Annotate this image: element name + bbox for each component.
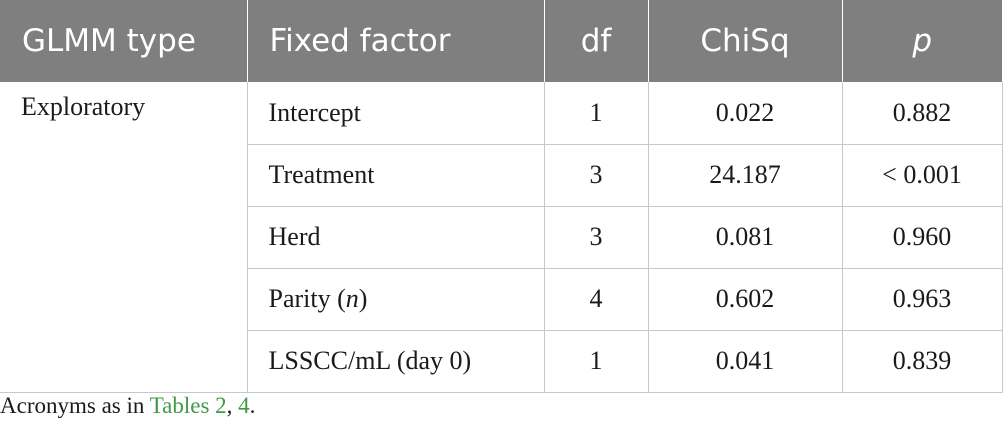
factor-text: Parity (	[268, 284, 346, 313]
table-row: LSSCC/mL (day 0) 1 0.041 0.839	[0, 330, 1003, 393]
df-cell: 1	[543, 330, 648, 393]
header-row: GLMM type Fixed factor df ChiSq p	[0, 0, 1002, 82]
factor-cell: Intercept	[246, 82, 544, 145]
table-row: Treatment 3 24.187 < 0.001	[0, 144, 1003, 207]
p-cell: < 0.001	[841, 144, 1003, 207]
tables-2-link[interactable]: Tables 2	[149, 393, 227, 418]
p-cell: 0.963	[841, 268, 1003, 331]
glmm-type-cell: Exploratory	[0, 82, 247, 393]
table-footnote: Acronyms as in Tables 2, 4.	[0, 393, 255, 419]
table-4-link[interactable]: 4	[238, 393, 250, 418]
chisq-cell: 0.081	[647, 206, 842, 269]
header-p: p	[841, 0, 1002, 82]
table-header: GLMM type Fixed factor df ChiSq p	[0, 0, 1002, 82]
chisq-cell: 0.602	[647, 268, 842, 331]
header-fixed-factor: Fixed factor	[246, 0, 544, 82]
factor-cell: LSSCC/mL (day 0)	[246, 330, 544, 393]
chisq-cell: 0.041	[647, 330, 842, 393]
p-cell: 0.960	[841, 206, 1003, 269]
footnote-separator: ,	[226, 393, 239, 418]
chisq-cell: 24.187	[647, 144, 842, 207]
factor-cell: Treatment	[246, 144, 544, 207]
factor-cell: Herd	[246, 206, 544, 269]
header-chisq: ChiSq	[647, 0, 842, 82]
factor-italic-n: n	[345, 284, 359, 313]
table-row: Parity (n) 4 0.602 0.963	[0, 268, 1003, 331]
p-cell: 0.839	[841, 330, 1003, 393]
table-body: Exploratory Intercept 1 0.022 0.882 Trea…	[0, 82, 1003, 393]
header-df: df	[543, 0, 648, 82]
table-row: Herd 3 0.081 0.960	[0, 206, 1003, 269]
df-cell: 4	[543, 268, 648, 331]
df-cell: 3	[543, 206, 648, 269]
df-cell: 3	[543, 144, 648, 207]
chisq-cell: 0.022	[647, 82, 842, 145]
footnote-text: Acronyms as in	[0, 393, 150, 418]
footnote-period: .	[249, 393, 256, 418]
statistics-table: GLMM type Fixed factor df ChiSq p Explor…	[0, 0, 1003, 393]
p-cell: 0.882	[841, 82, 1003, 145]
factor-text-end: )	[358, 284, 368, 313]
df-cell: 1	[543, 82, 648, 145]
header-glmm-type: GLMM type	[22, 23, 196, 59]
table-row: Exploratory Intercept 1 0.022 0.882	[0, 82, 1003, 393]
factor-cell: Parity (n)	[246, 268, 544, 331]
